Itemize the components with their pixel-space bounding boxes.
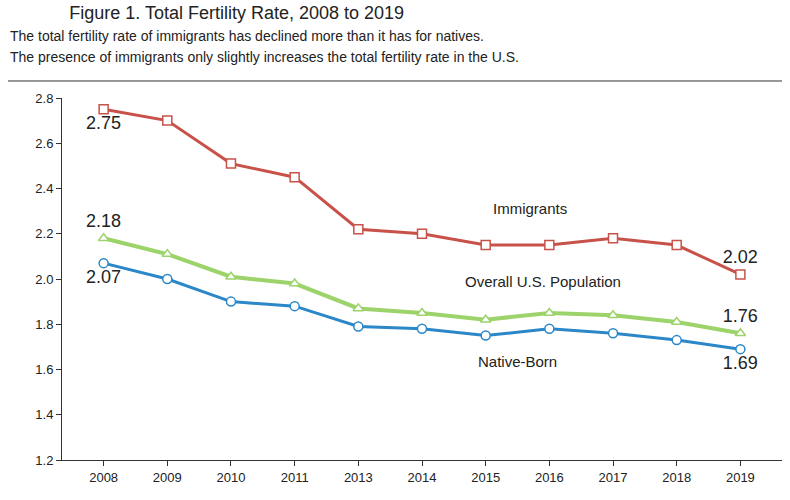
svg-text:2011: 2011 bbox=[281, 470, 309, 485]
svg-text:1.69: 1.69 bbox=[723, 353, 758, 373]
svg-text:2014: 2014 bbox=[408, 470, 437, 485]
svg-text:2.07: 2.07 bbox=[86, 267, 121, 287]
svg-text:1.6: 1.6 bbox=[35, 362, 53, 377]
svg-text:2013: 2013 bbox=[344, 470, 373, 485]
svg-text:2010: 2010 bbox=[217, 470, 246, 485]
svg-text:2009: 2009 bbox=[153, 470, 182, 485]
svg-text:2018: 2018 bbox=[662, 470, 691, 485]
svg-text:2008: 2008 bbox=[89, 470, 118, 485]
svg-text:2.6: 2.6 bbox=[35, 136, 53, 151]
svg-text:2.2: 2.2 bbox=[35, 226, 53, 241]
svg-text:2015: 2015 bbox=[471, 470, 500, 485]
svg-text:Immigrants: Immigrants bbox=[493, 200, 567, 217]
svg-text:2.4: 2.4 bbox=[35, 181, 53, 196]
svg-text:Native-Born: Native-Born bbox=[478, 353, 557, 370]
svg-text:1.8: 1.8 bbox=[35, 317, 53, 332]
svg-text:2.02: 2.02 bbox=[723, 247, 758, 267]
svg-text:2.0: 2.0 bbox=[35, 272, 53, 287]
svg-text:The presence of immigrants onl: The presence of immigrants only slightly… bbox=[10, 49, 519, 65]
svg-text:2016: 2016 bbox=[535, 470, 564, 485]
svg-text:2017: 2017 bbox=[599, 470, 628, 485]
svg-text:1.4: 1.4 bbox=[35, 407, 53, 422]
svg-text:Overall U.S. Population: Overall U.S. Population bbox=[465, 273, 621, 290]
svg-text:2.75: 2.75 bbox=[86, 113, 121, 133]
svg-text:2.8: 2.8 bbox=[35, 91, 53, 106]
svg-text:The total fertility rate of im: The total fertility rate of immigrants h… bbox=[10, 28, 484, 44]
svg-text:2.18: 2.18 bbox=[86, 211, 121, 231]
svg-text:2019: 2019 bbox=[726, 470, 755, 485]
svg-text:1.76: 1.76 bbox=[723, 306, 758, 326]
svg-text:1.2: 1.2 bbox=[35, 453, 53, 468]
svg-text:Figure 1. Total Fertility Rate: Figure 1. Total Fertility Rate, 2008 to … bbox=[69, 3, 404, 23]
